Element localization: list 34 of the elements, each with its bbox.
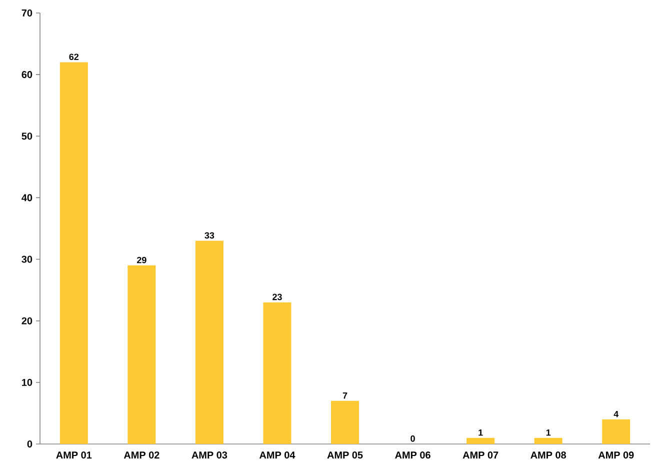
x-tick-label: AMP 05 xyxy=(327,452,363,459)
data-label: 1 xyxy=(478,429,483,436)
bar xyxy=(602,419,630,444)
y-tick-label: 70 xyxy=(22,9,32,17)
x-tick-label: AMP 02 xyxy=(124,452,160,459)
data-label: 33 xyxy=(204,232,214,239)
x-tick-label: AMP 04 xyxy=(259,452,296,459)
bar xyxy=(60,62,88,444)
x-tick-label: AMP 09 xyxy=(598,452,634,459)
bar xyxy=(466,438,495,444)
data-label: 62 xyxy=(69,54,79,60)
y-tick-label: 10 xyxy=(22,378,32,386)
y-tick-label: 20 xyxy=(22,317,32,324)
bar xyxy=(263,302,292,444)
data-label: 1 xyxy=(546,429,551,436)
x-tick-label: AMP 01 xyxy=(56,452,92,459)
data-label: 29 xyxy=(137,256,146,264)
x-tick-label: AMP 08 xyxy=(530,452,566,459)
bar xyxy=(331,400,360,444)
x-tick-label: AMP 03 xyxy=(192,452,228,459)
data-label: 0 xyxy=(410,435,415,442)
data-label: 23 xyxy=(272,294,282,300)
y-tick-label: 30 xyxy=(22,256,32,263)
data-label: 4 xyxy=(614,410,619,418)
bar xyxy=(195,240,224,444)
y-tick-label: 60 xyxy=(22,71,32,78)
x-tick-label: AMP 07 xyxy=(462,452,498,459)
y-tick-label: 50 xyxy=(22,132,32,140)
bar xyxy=(128,265,156,444)
y-tick-label: 40 xyxy=(22,194,32,202)
data-label: 7 xyxy=(342,392,348,399)
x-tick-label: AMP 06 xyxy=(395,452,430,459)
y-tick-label: 0 xyxy=(27,440,32,448)
bar xyxy=(534,438,562,444)
